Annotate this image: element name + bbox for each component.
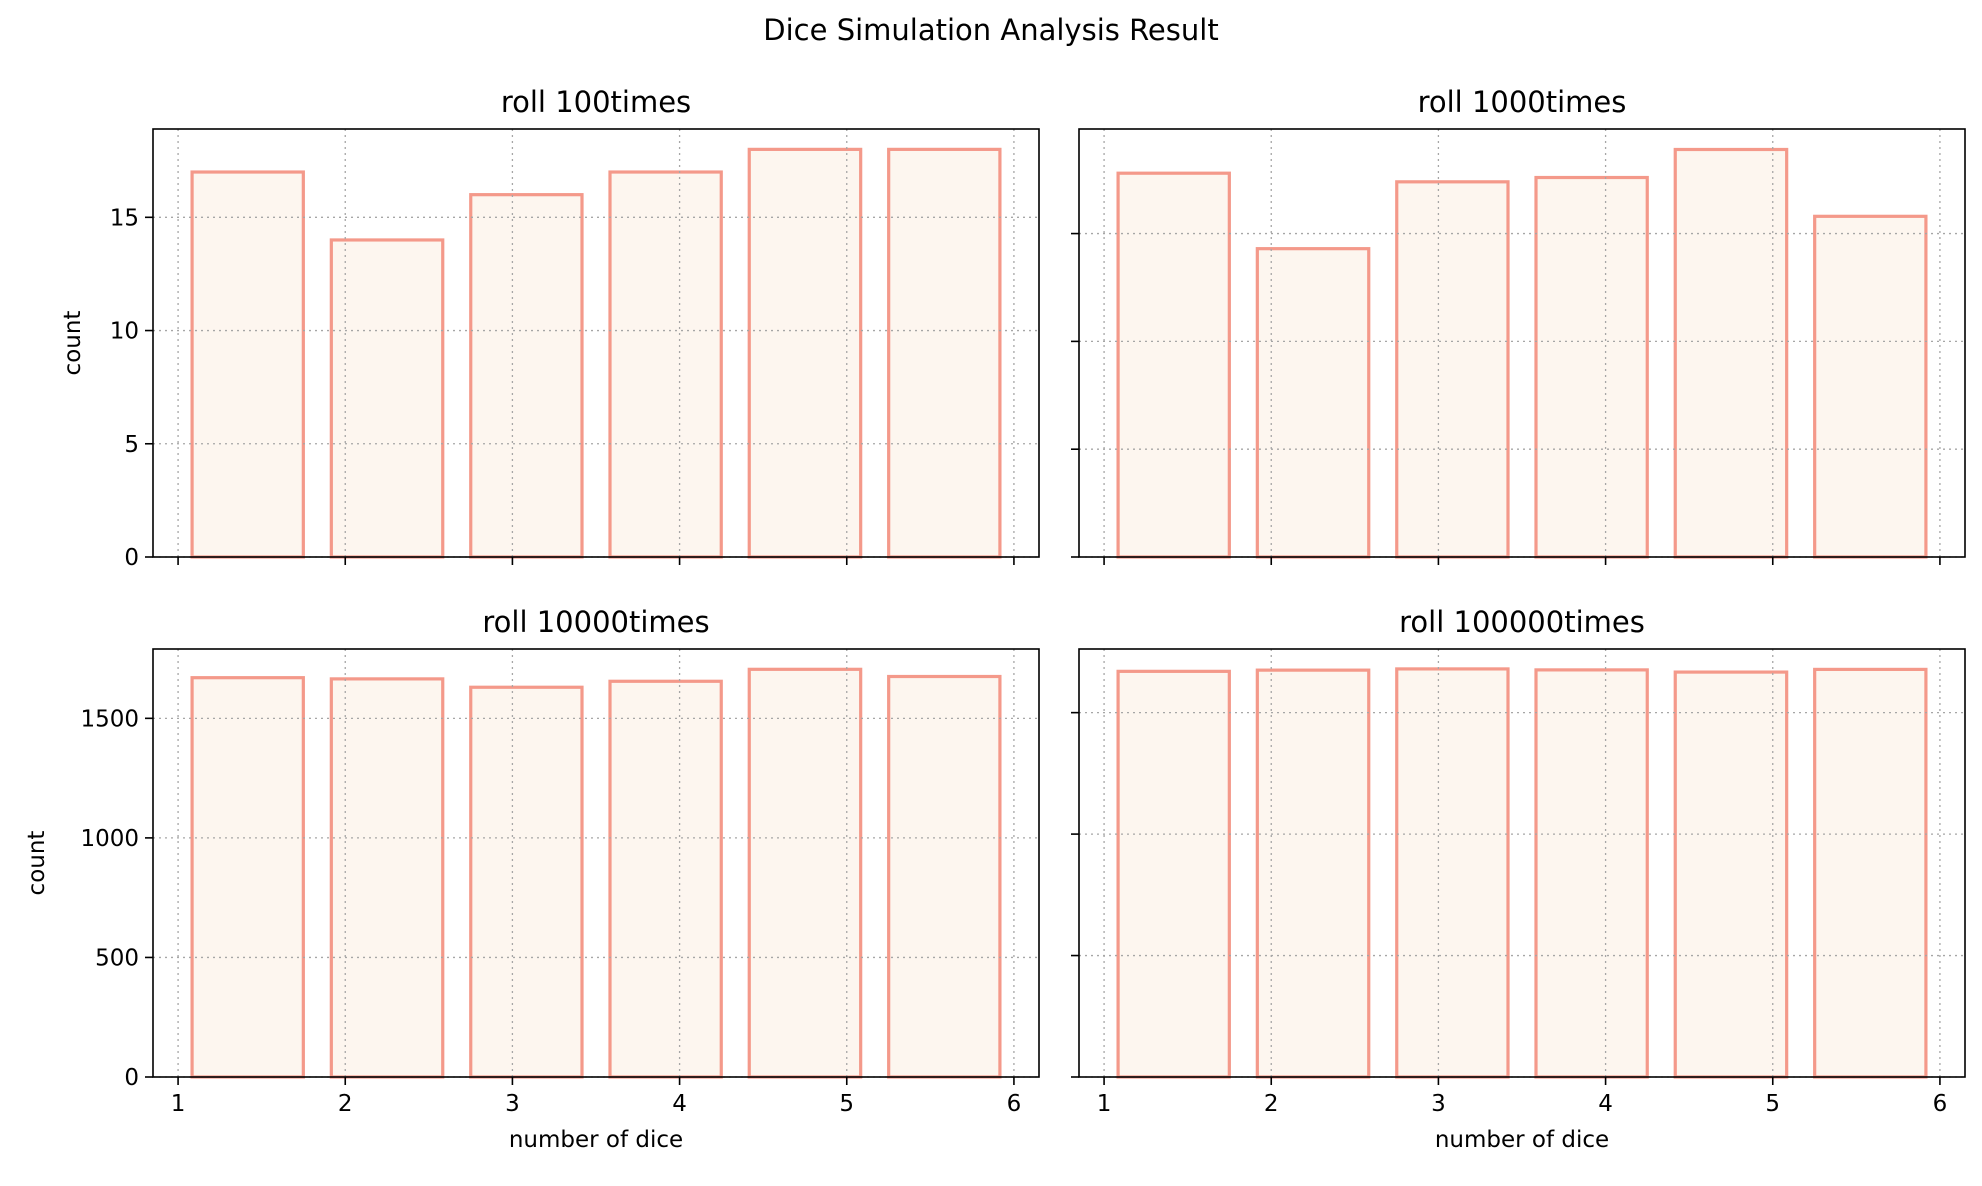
bar bbox=[190, 676, 305, 1079]
y-tick-label: 1000 bbox=[80, 826, 139, 852]
subplot-title: roll 100times bbox=[501, 85, 691, 119]
bar bbox=[747, 667, 863, 1079]
bar bbox=[1395, 180, 1510, 559]
subplot-3: roll 10000times 1 2 3 4 5 6 0 500 1000 1500 number … bbox=[24, 605, 1040, 1153]
x-tick-label: 4 bbox=[1598, 1091, 1613, 1117]
bar bbox=[747, 147, 863, 559]
bar bbox=[329, 238, 445, 559]
bar bbox=[1534, 175, 1649, 559]
subplot-2: roll 1000times bbox=[1071, 85, 1966, 565]
axes-frame bbox=[1078, 648, 1966, 1078]
x-tick-label: 5 bbox=[839, 1091, 854, 1117]
x-axis-label: number of dice bbox=[1435, 1127, 1609, 1153]
bar bbox=[1116, 171, 1231, 559]
x-tick-label: 3 bbox=[1431, 1091, 1446, 1117]
x-tick-label: 2 bbox=[1264, 1091, 1279, 1117]
bar bbox=[469, 685, 584, 1079]
y-axis bbox=[1071, 232, 1079, 558]
bar bbox=[1395, 667, 1510, 1079]
y-axis: 0 5 10 15 bbox=[110, 205, 153, 571]
x-tick-label: 2 bbox=[338, 1091, 353, 1117]
bars bbox=[190, 667, 1002, 1079]
x-axis bbox=[1103, 557, 1941, 565]
bar bbox=[887, 147, 1002, 559]
bar bbox=[608, 170, 723, 559]
bars bbox=[190, 147, 1002, 559]
bar bbox=[1673, 670, 1789, 1079]
y-tick-label: 15 bbox=[110, 205, 139, 231]
bar bbox=[1116, 669, 1231, 1079]
x-tick-label: 3 bbox=[505, 1091, 520, 1117]
y-axis bbox=[1071, 711, 1079, 1078]
x-tick-label: 6 bbox=[1933, 1091, 1948, 1117]
x-tick-label: 6 bbox=[1007, 1091, 1022, 1117]
bar bbox=[1534, 668, 1649, 1079]
axes-frame bbox=[1078, 128, 1966, 558]
y-axis-label: count bbox=[24, 831, 50, 896]
x-tick-label: 4 bbox=[672, 1091, 687, 1117]
y-axis-label: count bbox=[60, 311, 86, 376]
bar bbox=[190, 170, 305, 559]
x-tick-label: 1 bbox=[1097, 1091, 1112, 1117]
subplot-title: roll 100000times bbox=[1399, 605, 1645, 639]
y-tick-label: 5 bbox=[124, 432, 139, 458]
bar bbox=[329, 677, 445, 1079]
bar bbox=[1673, 147, 1789, 559]
bar bbox=[608, 679, 723, 1079]
bars bbox=[1116, 667, 1928, 1079]
figure-title: Dice Simulation Analysis Result bbox=[763, 13, 1218, 47]
bar bbox=[1813, 214, 1928, 559]
x-axis: 1 2 3 4 5 6 bbox=[171, 1077, 1021, 1117]
bar bbox=[1255, 668, 1371, 1079]
x-tick-label: 5 bbox=[1765, 1091, 1780, 1117]
subplot-1: roll 100times 0 5 10 15 count bbox=[60, 85, 1040, 571]
x-axis: 1 2 3 4 5 6 bbox=[1097, 1077, 1947, 1117]
bar bbox=[469, 193, 584, 559]
x-axis bbox=[177, 557, 1015, 565]
y-tick-label: 10 bbox=[110, 319, 139, 345]
y-tick-label: 1500 bbox=[80, 706, 139, 732]
x-tick-label: 1 bbox=[171, 1091, 186, 1117]
subplot-title: roll 1000times bbox=[1418, 85, 1627, 119]
x-axis-label: number of dice bbox=[509, 1127, 683, 1153]
bar bbox=[1255, 247, 1371, 559]
y-tick-label: 0 bbox=[124, 545, 139, 571]
subplot-title: roll 10000times bbox=[482, 605, 709, 639]
bars bbox=[1116, 147, 1928, 559]
axes-frame bbox=[152, 648, 1040, 1078]
y-tick-label: 0 bbox=[124, 1065, 139, 1091]
y-axis: 0 500 1000 1500 bbox=[80, 706, 153, 1091]
axes-frame bbox=[152, 128, 1040, 558]
subplot-4: roll 100000times 1 2 3 4 5 6 number of dice bbox=[1071, 605, 1966, 1153]
y-tick-label: 500 bbox=[95, 945, 139, 971]
bar bbox=[887, 674, 1002, 1079]
bar bbox=[1813, 667, 1928, 1079]
